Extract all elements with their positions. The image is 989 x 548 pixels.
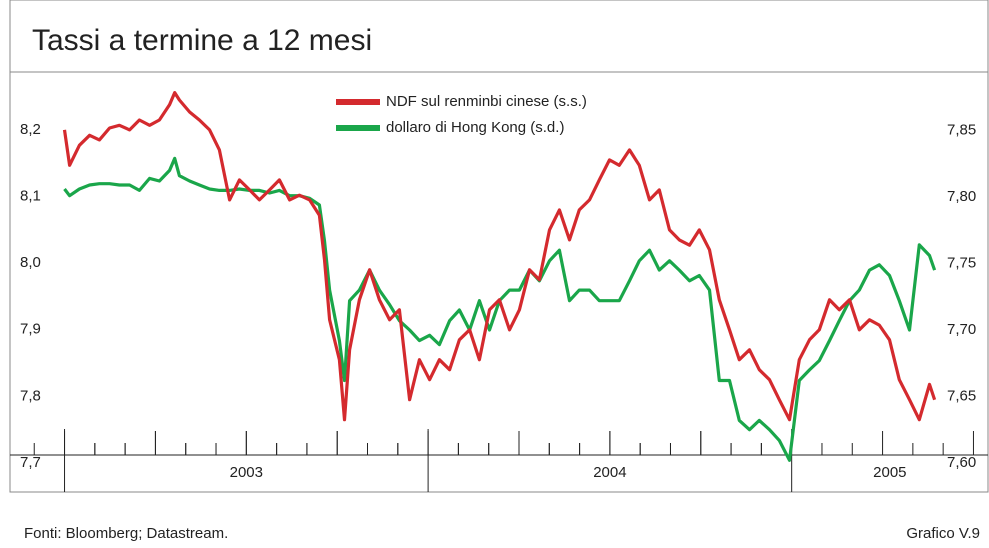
series-line (62, 91, 937, 422)
legend-label: dollaro di Hong Kong (s.d.) (386, 119, 564, 136)
y-tick-label: 8,0 (20, 254, 41, 271)
source: Fonti: Bloomberg; Datastream. (24, 525, 228, 542)
chart-id: Grafico V.9 (906, 525, 980, 542)
legend-label: NDF sul renminbi cinese (s.s.) (386, 93, 587, 110)
y2-tick-label: 7,60 (947, 454, 976, 471)
frame (9, 0, 989, 493)
chart-title: Tassi a termine a 12 mesi (32, 24, 372, 57)
y-tick-label: 7,8 (20, 387, 41, 404)
y-tick-label: 8,2 (20, 121, 41, 138)
x-tick-label: 2003 (230, 464, 263, 481)
y-tick-label: 7,9 (20, 321, 41, 338)
y2-tick-label: 7,85 (947, 121, 976, 138)
x-tick-label: 2004 (593, 464, 626, 481)
y2-tick-label: 7,75 (947, 254, 976, 271)
y2-tick-label: 7,70 (947, 321, 976, 338)
x-tick-label: 2005 (873, 464, 906, 481)
y-tick-label: 7,7 (20, 454, 41, 471)
y-tick-label: 8,1 (20, 188, 41, 205)
y2-tick-label: 7,80 (947, 188, 976, 205)
series-line (63, 156, 937, 462)
y2-tick-label: 7,65 (947, 387, 976, 404)
